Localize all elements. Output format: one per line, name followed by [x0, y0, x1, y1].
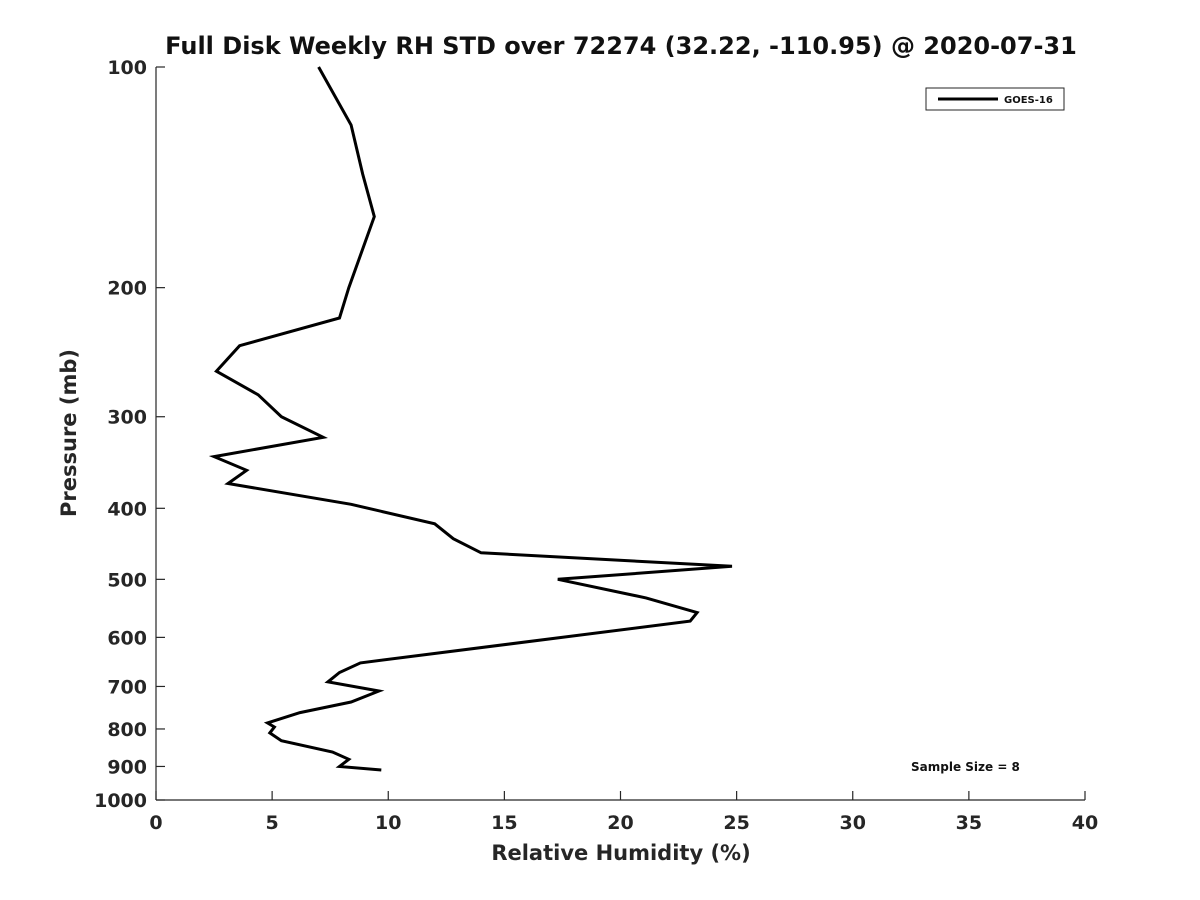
x-axis-ticks: 0 5 10 15 20 25 30 35 40 — [149, 791, 1098, 834]
x-tick-label: 30 — [840, 812, 866, 834]
sample-size-annotation: Sample Size = 8 — [911, 760, 1020, 774]
x-tick-label: 35 — [956, 812, 982, 834]
y-axis-ticks: 100 200 300 400 500 600 700 800 900 1000 — [94, 57, 165, 812]
y-tick-label: 500 — [107, 569, 147, 591]
x-tick-label: 15 — [491, 812, 517, 834]
y-tick-label: 800 — [107, 719, 147, 741]
x-tick-label: 20 — [607, 812, 633, 834]
y-tick-label: 900 — [107, 756, 147, 778]
chart-title: Full Disk Weekly RH STD over 72274 (32.2… — [165, 32, 1077, 60]
legend-label-goes-16: GOES-16 — [1004, 95, 1053, 106]
series-layer — [208, 66, 733, 772]
plot-area — [156, 67, 1085, 800]
y-tick-label: 700 — [107, 676, 147, 698]
legend: GOES-16 — [925, 87, 1065, 111]
x-tick-label: 25 — [723, 812, 749, 834]
y-tick-label: 100 — [107, 57, 147, 79]
y-tick-label: 200 — [107, 278, 147, 300]
y-tick-label: 400 — [107, 498, 147, 520]
y-tick-label: 1000 — [94, 790, 147, 812]
x-tick-label: 10 — [375, 812, 401, 834]
series-line-goes-16 — [208, 66, 733, 772]
x-tick-label: 5 — [266, 812, 279, 834]
x-axis-label: Relative Humidity (%) — [491, 841, 750, 865]
y-axis-label: Pressure (mb) — [57, 349, 81, 517]
y-tick-label: 300 — [107, 407, 147, 429]
x-tick-label: 40 — [1072, 812, 1098, 834]
y-tick-label: 600 — [107, 627, 147, 649]
x-tick-label: 0 — [149, 812, 162, 834]
